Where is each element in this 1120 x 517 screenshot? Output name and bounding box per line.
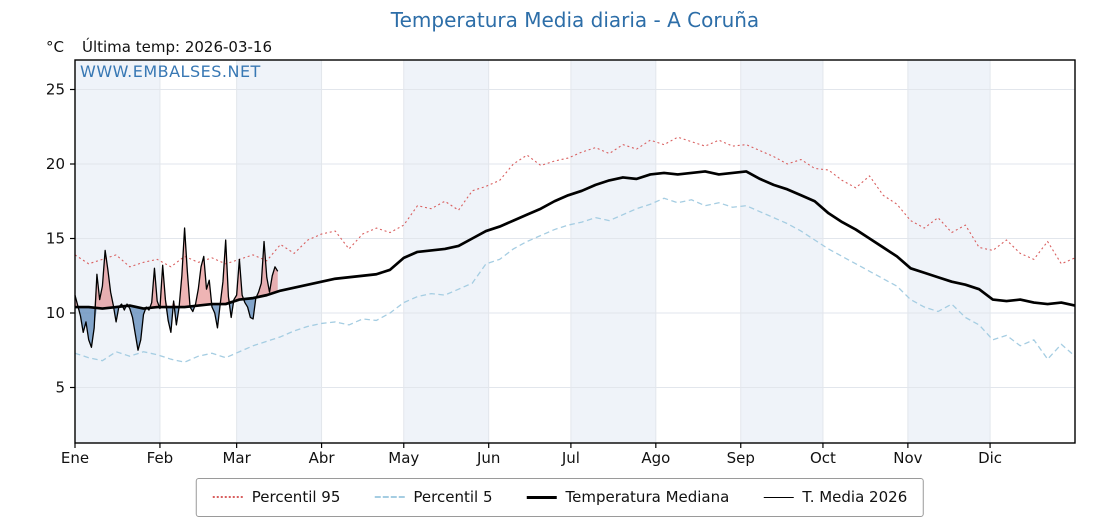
x-tick-label: Sep [727,449,755,467]
legend-line-sample-percentil-5 [374,496,405,498]
legend-label-temperatura-mediana: Temperatura Mediana [565,488,730,506]
x-tick-label: Dic [978,449,1002,467]
series-mediana [75,170,1076,310]
x-tick-label: Feb [147,449,174,467]
x-tick-label: Ene [61,449,89,467]
x-tick-label: Mar [222,449,251,467]
legend-label-percentil-5: Percentil 5 [413,488,493,506]
x-tick-label: Ago [641,449,670,467]
y-tick-label: 20 [46,155,65,173]
legend-label-t-media-2026: T. Media 2026 [802,488,908,506]
chart-subtitle: °C Última temp: 2026-03-16 [46,38,272,56]
x-tick-label: Nov [893,449,922,467]
series-p95 [74,136,1076,268]
watermark-text: WWW.EMBALSES.NET [80,62,261,81]
last-temp-label: Última temp: 2026-03-16 [81,38,272,56]
legend-item-t-media-2026: T. Media 2026 [763,488,907,506]
legend-line-sample-t-media-2026 [763,496,794,498]
legend-label-percentil-95: Percentil 95 [251,488,341,506]
y-tick-label: 25 [46,81,65,99]
x-tick-label: Jul [561,449,580,467]
legend-line-sample-temperatura-mediana [526,495,557,499]
x-tick-label: Abr [309,449,336,467]
series-t2026 [74,227,279,351]
legend-item-temperatura-mediana: Temperatura Mediana [526,488,729,506]
x-tick-label: Jun [476,449,500,467]
legend-item-percentil-5: Percentil 5 [374,488,492,506]
legend-line-sample-percentil-95 [212,496,243,498]
legend: Percentil 95 Percentil 5 Temperatura Med… [195,478,925,517]
x-tick-label: Oct [810,449,836,467]
y-tick-label: 15 [46,230,65,248]
chart-title: Temperatura Media diaria - A Coruña [390,8,760,32]
fill-above-median [75,228,278,309]
chart-canvas: Ene Feb Mar Abr May Jun Jul Ago Sep Oct Nov Dic 5 10 1… [46,59,1076,467]
chart-page: { "header": { "title": "Temperatura Medi… [45,8,1076,517]
y-axis-units-label: °C [46,38,64,56]
legend-item-percentil-95: Percentil 95 [212,488,341,506]
series-p5 [74,197,1076,363]
y-tick-label: 10 [46,304,65,322]
x-tick-label: May [388,449,419,467]
y-tick-label: 5 [55,379,65,397]
